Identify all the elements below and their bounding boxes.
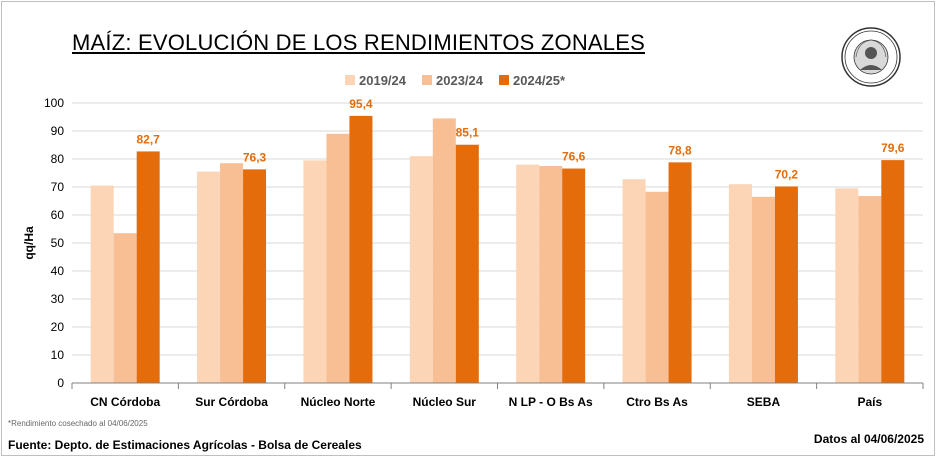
y-tick-label: 20 <box>51 320 65 334</box>
bar-1 <box>728 184 752 383</box>
y-tick-label: 50 <box>51 236 65 250</box>
y-tick-label: 40 <box>51 264 65 278</box>
bar-3 <box>668 162 692 383</box>
y-tick-label: 10 <box>51 348 65 362</box>
bar-3 <box>136 151 160 383</box>
bar-2 <box>432 118 456 384</box>
legend-label: 2024/25* <box>513 73 566 88</box>
x-tick-label: Ctro Bs As <box>626 395 688 409</box>
bar-2 <box>645 191 669 383</box>
date-note: Datos al 04/06/2025 <box>813 432 924 446</box>
bar-3 <box>774 186 798 383</box>
legend-swatch <box>345 75 355 85</box>
y-tick-label: 80 <box>51 152 65 166</box>
bar-1 <box>622 179 646 383</box>
x-tick-label: Núcleo Sur <box>413 395 477 409</box>
bar-3 <box>455 144 479 383</box>
footnote: *Rendimiento cosechado al 04/06/2025 <box>8 419 148 428</box>
data-label: 78,8 <box>668 143 692 157</box>
bar-2 <box>858 195 882 383</box>
data-label: 76,3 <box>243 150 267 164</box>
bar-3 <box>349 115 373 383</box>
source-note: Fuente: Depto. de Estimaciones Agrícolas… <box>8 438 362 452</box>
bar-2 <box>539 166 563 383</box>
y-axis-label: qq/Ha <box>22 226 36 260</box>
chart-title: MAÍZ: EVOLUCIÓN DE LOS RENDIMIENTOS ZONA… <box>72 30 645 55</box>
bar-2 <box>113 233 137 383</box>
legend-swatch <box>422 75 432 85</box>
bar-3 <box>562 168 586 383</box>
bar-1 <box>197 171 221 383</box>
y-tick-label: 90 <box>51 124 65 138</box>
y-tick-label: 30 <box>51 292 65 306</box>
y-tick-label: 0 <box>57 376 64 390</box>
bar-1 <box>835 188 859 383</box>
legend-swatch <box>499 75 509 85</box>
bar-1 <box>516 164 540 383</box>
legend-label: 2019/24 <box>359 73 407 88</box>
bar-2 <box>751 196 775 383</box>
x-tick-label: CN Córdoba <box>90 395 160 409</box>
bar-3 <box>243 169 267 383</box>
data-label: 70,2 <box>775 167 799 181</box>
bar-3 <box>881 160 905 383</box>
data-label: 79,6 <box>881 141 905 155</box>
data-label: 95,4 <box>349 97 373 111</box>
data-label: 82,7 <box>137 132 161 146</box>
x-tick-label: Sur Córdoba <box>195 395 268 409</box>
data-label: 76,6 <box>562 150 586 164</box>
x-tick-label: SEBA <box>747 395 781 409</box>
y-tick-label: 70 <box>51 180 65 194</box>
y-tick-label: 100 <box>44 96 64 110</box>
x-tick-label: País <box>857 395 882 409</box>
x-tick-label: N LP - O Bs As <box>509 395 593 409</box>
data-label: 85,1 <box>456 126 480 140</box>
bar-2 <box>220 163 244 383</box>
bar-1 <box>303 160 327 383</box>
bar-2 <box>326 133 350 383</box>
y-tick-label: 60 <box>51 208 65 222</box>
bolsa-de-cereales-logo <box>841 27 901 87</box>
bar-1 <box>409 156 433 383</box>
legend-label: 2023/24 <box>436 73 484 88</box>
bar-1 <box>90 185 114 383</box>
x-tick-label: Núcleo Norte <box>301 395 376 409</box>
